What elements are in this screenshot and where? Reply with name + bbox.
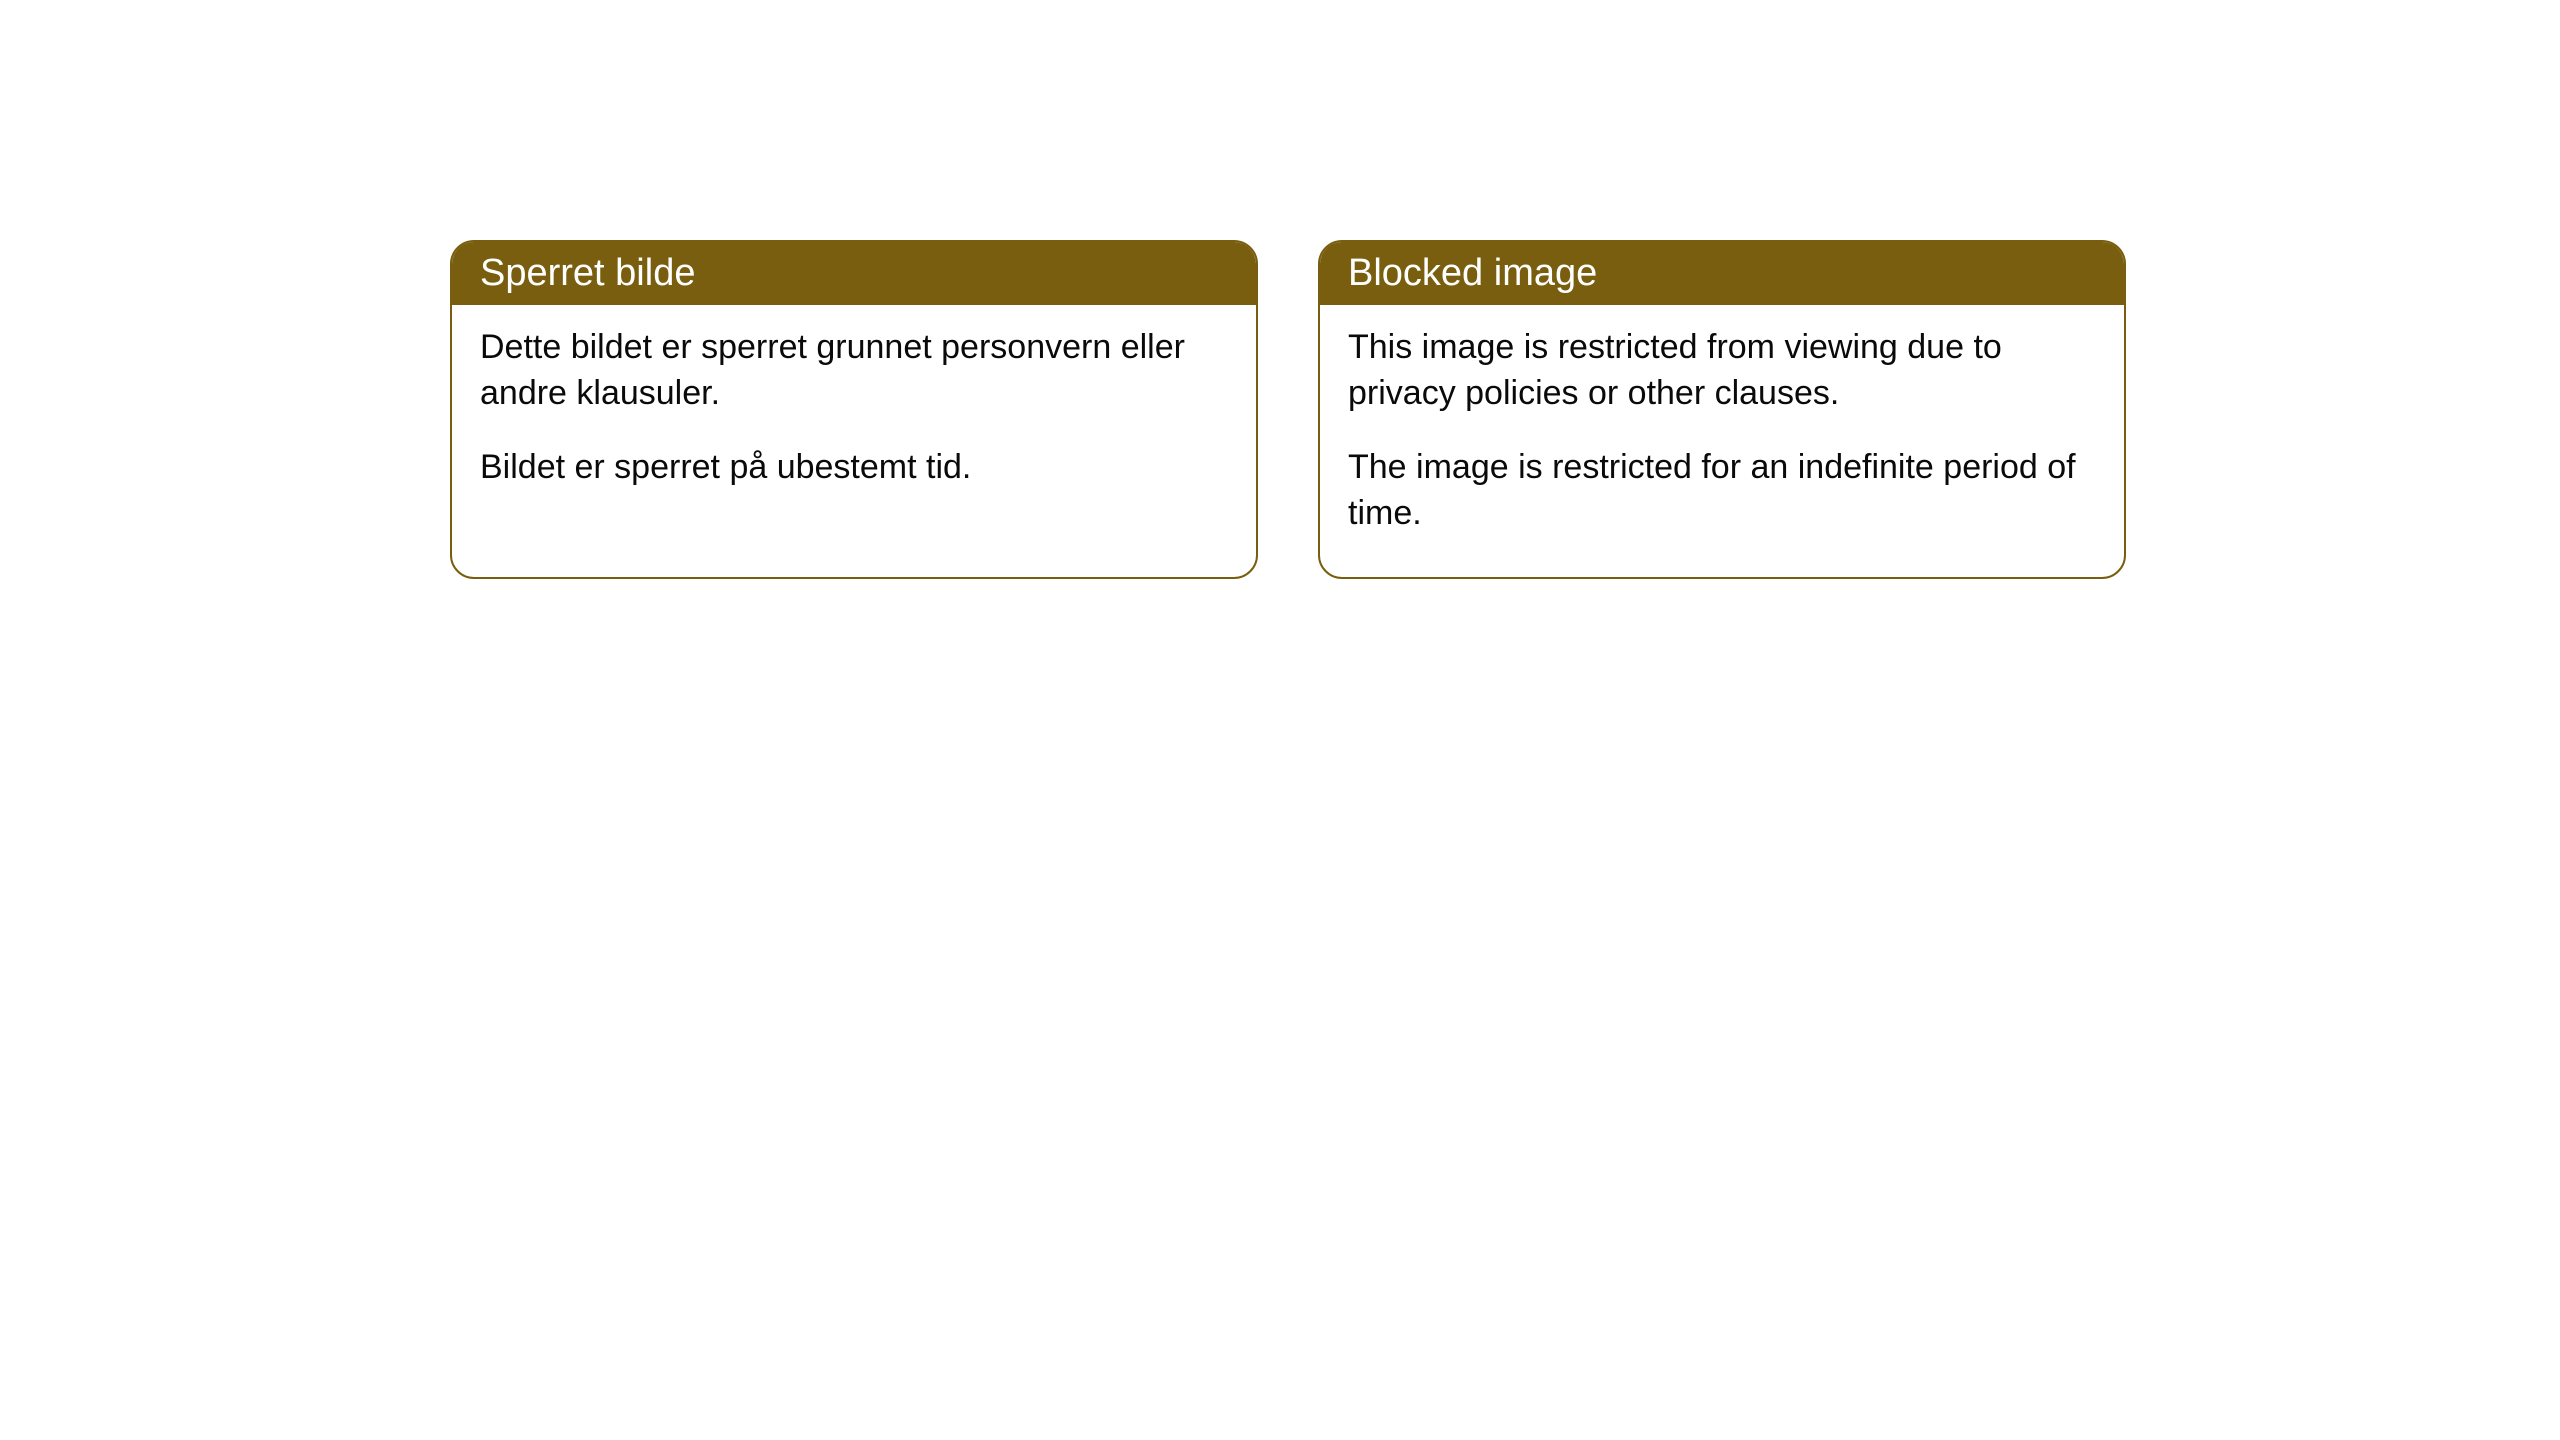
card-header: Sperret bilde [452,242,1256,305]
card-paragraph: Dette bildet er sperret grunnet personve… [480,325,1228,417]
notice-cards-container: Sperret bilde Dette bildet er sperret gr… [0,0,2560,579]
card-paragraph: Bildet er sperret på ubestemt tid. [480,445,1228,491]
blocked-image-card-english: Blocked image This image is restricted f… [1318,240,2126,579]
card-header: Blocked image [1320,242,2124,305]
card-title: Sperret bilde [480,252,695,294]
card-paragraph: This image is restricted from viewing du… [1348,325,2096,417]
card-body: Dette bildet er sperret grunnet personve… [452,305,1256,531]
blocked-image-card-norwegian: Sperret bilde Dette bildet er sperret gr… [450,240,1258,579]
card-paragraph: The image is restricted for an indefinit… [1348,445,2096,537]
card-title: Blocked image [1348,252,1597,294]
card-body: This image is restricted from viewing du… [1320,305,2124,577]
